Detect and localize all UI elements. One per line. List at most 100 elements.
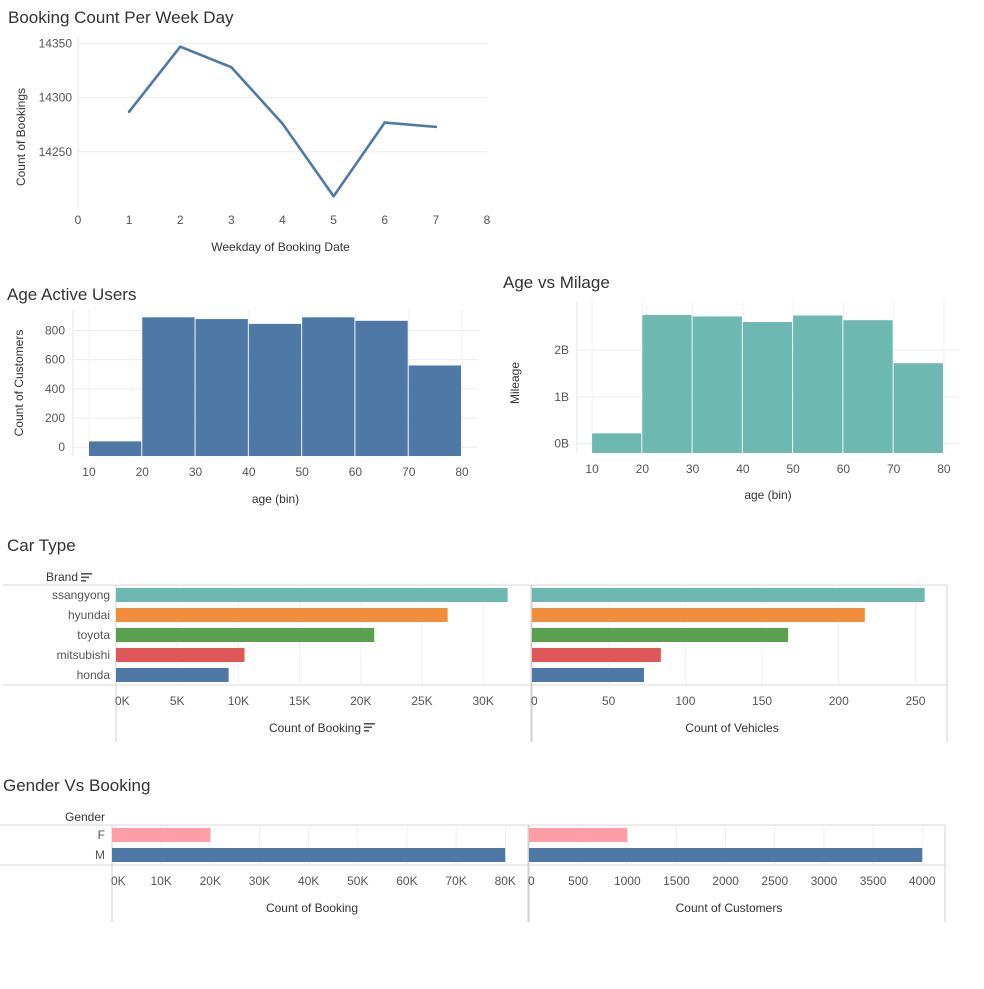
bar xyxy=(116,608,448,622)
bar xyxy=(532,668,644,682)
x-tick-label: 100 xyxy=(675,694,695,708)
histogram-bar xyxy=(843,320,893,453)
x-tick-label: 10K xyxy=(150,874,171,888)
y-axis-label: Count of Customers xyxy=(12,330,26,437)
x-tick-label: 70K xyxy=(445,874,466,888)
booking-weekday-title: Booking Count Per Week Day xyxy=(8,8,234,27)
x-tick-label: 4000 xyxy=(909,874,936,888)
age-active-chart: 0 200 400 600 800 10 20 30 40 50 60 70 80 age (bin) Co… xyxy=(12,310,478,506)
x-tick-label: 0 xyxy=(75,213,82,227)
x-tick-label: 10 xyxy=(82,465,96,479)
x-axis-label: Weekday of Booking Date xyxy=(211,240,350,254)
car-type-chart: ssangyong hyundai toyota mitsubishi honda 0K 5… xyxy=(3,584,948,742)
x-tick-label: 200 xyxy=(829,694,849,708)
data-point xyxy=(434,125,438,129)
x-tick-label: 30K xyxy=(472,694,493,708)
y-tick-label: 2B xyxy=(554,343,569,357)
brand-header[interactable]: Brand xyxy=(46,570,93,584)
x-tick-label: 15K xyxy=(289,694,310,708)
x-tick-label: 3000 xyxy=(811,874,838,888)
x-tick-label: 50K xyxy=(347,874,368,888)
age-active-title: Age Active Users xyxy=(7,285,137,304)
x-tick-label: 0 xyxy=(528,874,535,888)
x-axis-label: Count of Booking xyxy=(269,721,361,735)
x-tick-label: 150 xyxy=(752,694,772,708)
bar xyxy=(529,848,923,862)
y-tick-label: 400 xyxy=(45,382,65,396)
x-tick-label: 1500 xyxy=(663,874,690,888)
bar xyxy=(116,648,245,662)
x-tick-label: 70 xyxy=(887,462,901,476)
x-tick-label: 0K xyxy=(111,874,126,888)
y-tick-label: 0B xyxy=(554,437,569,451)
x-tick-label: 1000 xyxy=(614,874,641,888)
histogram-bar xyxy=(195,319,248,456)
x-tick-label: 2000 xyxy=(712,874,739,888)
bar xyxy=(112,848,506,862)
y-tick-label: 14300 xyxy=(39,91,73,105)
x-tick-label: 25K xyxy=(411,694,432,708)
x-tick-label: 20 xyxy=(136,465,150,479)
category-label: honda xyxy=(77,668,111,682)
bar xyxy=(529,828,628,842)
category-label: ssangyong xyxy=(52,588,110,602)
y-tick-label: 1B xyxy=(554,390,569,404)
histogram-bar xyxy=(793,315,843,453)
x-axis-label: Count of Vehicles xyxy=(685,721,778,735)
category-label: toyota xyxy=(77,628,110,642)
x-tick-label: 50 xyxy=(786,462,800,476)
x-tick-label: 4 xyxy=(279,213,286,227)
bar xyxy=(532,628,789,642)
car-type-title: Car Type xyxy=(7,536,76,555)
x-tick-label: 10 xyxy=(585,462,599,476)
y-tick-label: 14250 xyxy=(39,145,73,159)
x-tick-label: 2 xyxy=(177,213,184,227)
data-point xyxy=(230,65,233,69)
bar xyxy=(112,828,211,842)
series-line xyxy=(128,45,436,198)
bar xyxy=(532,648,661,662)
x-tick-label: 30K xyxy=(249,874,270,888)
histogram-bar xyxy=(88,441,142,456)
x-tick-label: 1 xyxy=(126,213,133,227)
category-label: hyundai xyxy=(68,608,110,622)
x-tick-label: 70 xyxy=(402,465,416,479)
x-tick-label: 500 xyxy=(568,874,588,888)
histogram-bar xyxy=(248,323,302,456)
x-tick-label: 20 xyxy=(636,462,650,476)
x-tick-label: 40K xyxy=(298,874,319,888)
x-tick-label: 10K xyxy=(228,694,249,708)
x-tick-label: 2500 xyxy=(761,874,788,888)
gender-booking-title: Gender Vs Booking xyxy=(3,776,151,795)
gender-booking-chart: FM 0K 10K 20K 30K 40K 50K 60K 70K 80K Count of Boo… xyxy=(0,824,946,922)
sort-descending-icon[interactable] xyxy=(81,573,93,582)
sort-descending-icon[interactable] xyxy=(364,723,375,732)
x-tick-label: 8 xyxy=(484,213,491,227)
x-tick-label: 30 xyxy=(686,462,700,476)
gender-header[interactable]: Gender xyxy=(65,810,106,824)
x-tick-label: 50 xyxy=(602,694,616,708)
x-tick-label: 30 xyxy=(189,465,203,479)
histogram-bar xyxy=(302,317,355,456)
data-point xyxy=(127,110,131,114)
y-tick-label: 800 xyxy=(45,323,65,337)
booking-weekday-chart: 14250 14300 14350 0 1 2 3 4 5 6 7 8 Weekday of Booki… xyxy=(14,36,491,254)
x-axis-label: Count of Customers xyxy=(676,901,783,915)
x-tick-label: 60 xyxy=(837,462,851,476)
age-mileage-chart: 0B 1B 2B 10 20 30 40 50 60 70 80 age (bin) Mileage xyxy=(508,301,959,502)
x-axis-label: age (bin) xyxy=(252,492,299,506)
x-tick-label: 6 xyxy=(381,213,388,227)
y-axis-label: Count of Bookings xyxy=(14,88,28,186)
histogram-bar xyxy=(592,433,642,453)
histogram-bar xyxy=(642,315,692,453)
x-tick-label: 60 xyxy=(349,465,363,479)
category-label: mitsubishi xyxy=(57,648,110,662)
data-point xyxy=(332,194,335,198)
age-mileage-title: Age vs Milage xyxy=(503,273,610,292)
x-tick-label: 40 xyxy=(242,465,256,479)
category-label: F xyxy=(98,828,105,842)
x-tick-label: 80K xyxy=(495,874,516,888)
bar xyxy=(116,668,229,682)
x-tick-label: 3500 xyxy=(860,874,887,888)
y-tick-label: 600 xyxy=(45,353,65,367)
